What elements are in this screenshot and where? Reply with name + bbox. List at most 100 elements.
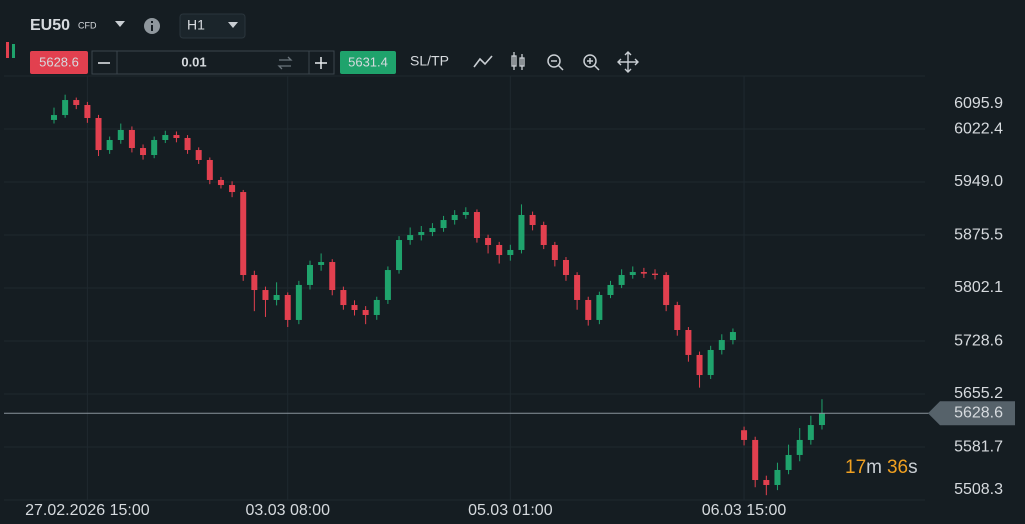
x-tick-label: 06.03 15:00 — [702, 502, 787, 519]
bid-price: 5628.6 — [39, 54, 79, 69]
y-tick-label: 5655.2 — [954, 385, 1003, 402]
line-chart-icon[interactable] — [473, 55, 493, 68]
candle-body — [140, 148, 147, 156]
candle-body — [741, 430, 748, 440]
side-marker — [6, 42, 9, 58]
pan-icon[interactable] — [617, 51, 639, 73]
timeframe-select[interactable] — [179, 13, 246, 39]
candle-body — [462, 212, 469, 215]
ask-price: 5631.4 — [348, 54, 388, 69]
candle-body — [418, 232, 425, 236]
candle-body — [562, 260, 569, 276]
countdown-unit: m — [866, 457, 882, 478]
candle-body — [284, 294, 291, 320]
candle-body — [485, 237, 492, 245]
candle-body — [451, 214, 458, 221]
y-tick-label: 6095.9 — [954, 95, 1003, 112]
x-tick-label: 03.03 08:00 — [245, 502, 330, 519]
candle-body — [229, 185, 236, 193]
instrument-type: CFD — [78, 20, 97, 30]
candle-body — [117, 129, 124, 141]
candle-body — [95, 117, 102, 151]
y-tick-label: 5875.5 — [954, 226, 1003, 243]
zoom-in-glyph — [587, 58, 600, 71]
candle-body — [106, 140, 113, 151]
x-tick-label: 27.02.2026 15:00 — [25, 502, 150, 519]
candle-body — [384, 270, 391, 300]
candle-body — [607, 284, 614, 295]
candle-type-icon[interactable] — [511, 52, 525, 70]
candle-body — [496, 244, 503, 256]
zoom-out-icon[interactable] — [547, 54, 561, 68]
y-tick-label: 5581.7 — [954, 438, 1003, 455]
candle-body — [574, 275, 581, 300]
increase-button[interactable] — [315, 57, 327, 69]
timeframe: H1 — [187, 17, 205, 33]
candle-body — [774, 469, 781, 485]
candle-body — [396, 240, 403, 271]
y-tick-label: 5949.0 — [954, 173, 1003, 190]
candle-body — [540, 225, 547, 245]
candle-body — [518, 214, 525, 250]
side-marker — [12, 44, 15, 58]
candle-body — [718, 340, 725, 350]
candle-body — [529, 214, 536, 226]
candle-body — [752, 439, 759, 481]
candle-body — [362, 310, 369, 315]
candle-body — [629, 271, 636, 276]
sltp-button[interactable]: SL/TP — [410, 53, 449, 69]
candle-body — [351, 305, 358, 311]
candle-body — [340, 290, 347, 306]
buy-button[interactable] — [340, 51, 396, 74]
candle-body — [640, 271, 647, 274]
y-tick-label: 6022.4 — [954, 120, 1003, 137]
candle-body — [663, 275, 670, 306]
y-tick-label: 5728.6 — [954, 332, 1003, 349]
candle-body — [729, 332, 736, 341]
candle-body — [507, 249, 514, 256]
candle-body — [763, 480, 770, 485]
candle-body — [62, 100, 69, 116]
candle-body — [329, 262, 336, 291]
candle-body — [585, 299, 592, 320]
candle-body — [696, 354, 703, 376]
candle-body — [807, 425, 814, 440]
candle-body — [184, 137, 191, 151]
candle-body — [273, 294, 280, 300]
countdown-seconds: 36 — [887, 457, 908, 478]
countdown-minutes: 17 — [845, 457, 866, 478]
zoom-in-icon[interactable] — [583, 54, 597, 68]
candle-body — [618, 275, 625, 285]
candle-body — [295, 284, 302, 320]
candle-body — [429, 228, 436, 233]
last-price-label: 5628.6 — [954, 404, 1003, 421]
candle-body — [473, 212, 480, 238]
candle-body — [596, 294, 603, 320]
last-price-tag — [928, 401, 1015, 426]
swap-icon[interactable] — [277, 56, 293, 70]
candle-body — [173, 135, 180, 138]
candle-body — [162, 135, 169, 141]
candle-body — [407, 235, 414, 241]
candle-body — [240, 192, 247, 276]
candle-body — [73, 100, 80, 106]
symbol[interactable]: EU50 — [30, 17, 70, 34]
candle-body — [195, 150, 202, 160]
candle-body — [128, 129, 135, 149]
candle-body — [551, 244, 558, 261]
candle-body — [306, 264, 313, 285]
x-tick-label: 05.03 01:00 — [468, 502, 553, 519]
candle-body — [674, 305, 681, 330]
candle-body — [84, 105, 91, 118]
symbol-dropdown[interactable] — [115, 21, 125, 27]
y-tick-label: 5802.1 — [954, 279, 1003, 296]
sell-button[interactable] — [30, 51, 88, 74]
countdown: 17m 36s — [845, 457, 918, 478]
candle-body — [251, 275, 258, 291]
candle-body — [318, 262, 325, 265]
quantity-box[interactable] — [91, 50, 335, 75]
candle-body — [796, 439, 803, 455]
candle-body — [217, 179, 224, 186]
